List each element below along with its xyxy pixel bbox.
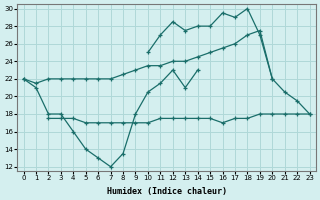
X-axis label: Humidex (Indice chaleur): Humidex (Indice chaleur) xyxy=(107,187,227,196)
